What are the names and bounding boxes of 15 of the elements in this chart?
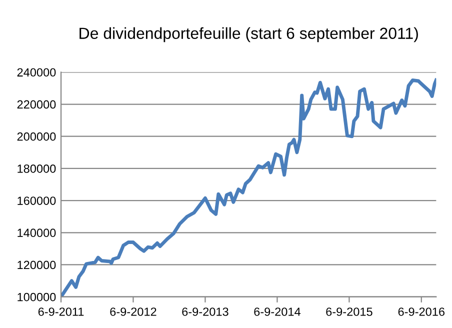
y-tick-label: 200000 <box>17 132 56 141</box>
y-tick-label: 120000 <box>18 260 56 270</box>
x-tick-label: 6-9-2013 <box>182 308 228 316</box>
y-tick-label: 100000 <box>18 292 56 302</box>
y-tick-label: 240000 <box>17 68 56 77</box>
x-tick-label: 6-9-2011 <box>38 308 84 316</box>
y-tick-label: 160000 <box>18 196 56 205</box>
chart-title: De dividendportefeuille (start 6 september 2011) <box>80 27 418 42</box>
x-tick-label: 6-9-2015 <box>326 308 372 316</box>
y-tick-label: 180000 <box>18 164 56 173</box>
x-tick-label: 6-9-2012 <box>110 308 156 316</box>
x-tick-label: 6-9-2016 <box>398 308 444 316</box>
y-tick-label: 140000 <box>18 228 56 238</box>
y-tick-label: 220000 <box>17 100 56 109</box>
x-tick-label: 6-9-2014 <box>254 308 300 316</box>
